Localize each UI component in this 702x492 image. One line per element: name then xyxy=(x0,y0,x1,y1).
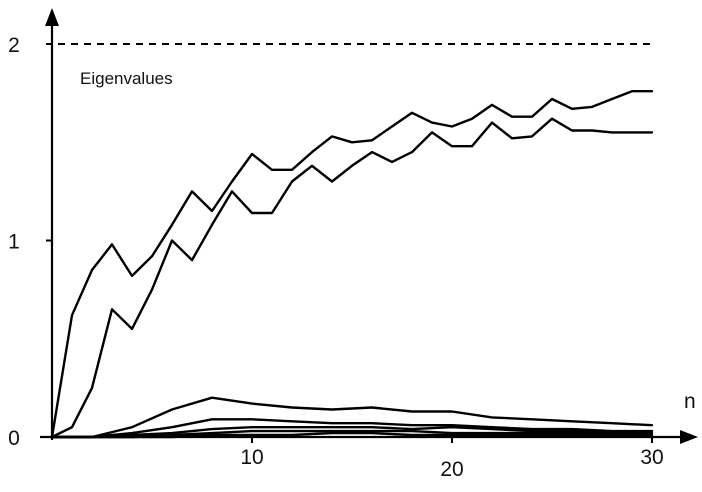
ticks-layer: 10 20 30 0 1 2 xyxy=(8,34,664,481)
series-line-2 xyxy=(50,117,654,439)
x-tick-label-30: 30 xyxy=(640,446,663,469)
series-line-7 xyxy=(50,431,654,439)
series-layer xyxy=(50,89,654,439)
x-axis-label: n xyxy=(684,390,696,413)
series-line-1 xyxy=(50,89,654,439)
y-tick-label-2: 2 xyxy=(8,34,20,57)
y-tick-label-0: 0 xyxy=(8,427,20,450)
x-tick-label-20: 20 xyxy=(440,458,463,481)
x-axis-arrowhead xyxy=(680,430,698,444)
x-tick-label-10: 10 xyxy=(240,446,263,469)
series-line-3 xyxy=(50,396,654,439)
y-axis-arrowhead xyxy=(45,8,59,26)
eigenvalues-annotation: Eigenvalues xyxy=(80,69,173,88)
series-line-5 xyxy=(50,426,654,439)
y-tick-label-1: 1 xyxy=(8,231,20,254)
series-line-4 xyxy=(50,418,654,439)
